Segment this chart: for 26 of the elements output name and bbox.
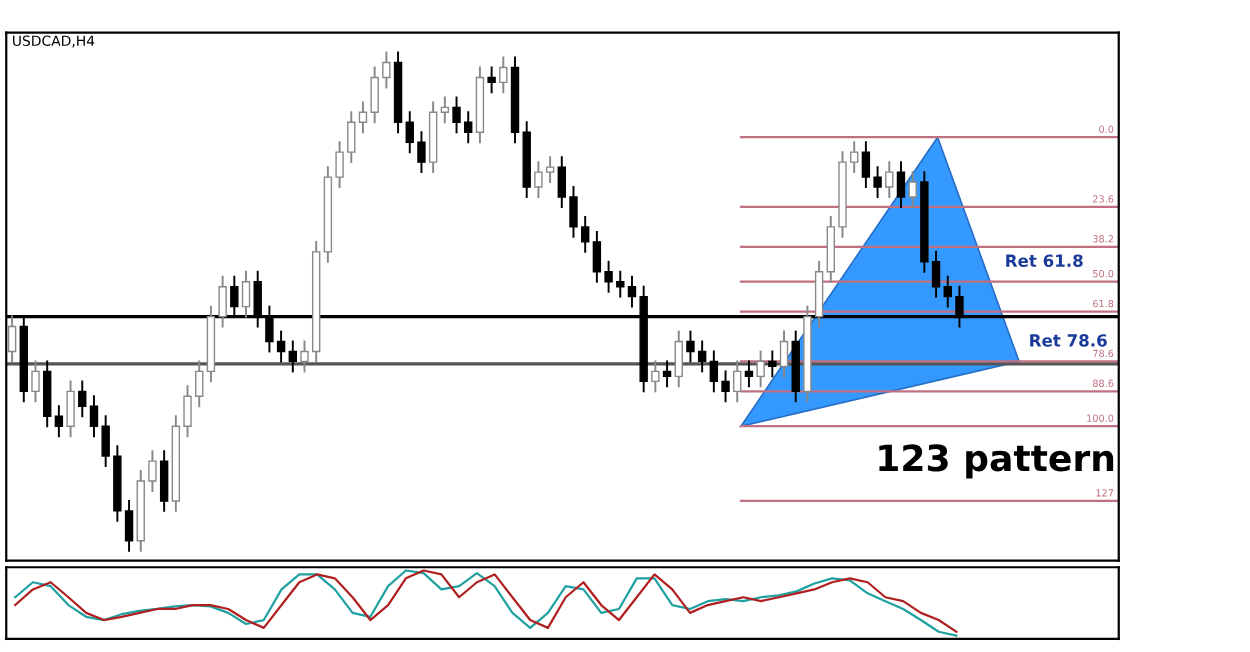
- candlestick: [896, 161, 906, 208]
- candlestick: [7, 315, 17, 363]
- annotation: 123 pattern: [879, 444, 1114, 479]
- candlestick: [662, 360, 672, 388]
- candlestick: [54, 405, 64, 438]
- candlestick: [885, 161, 894, 198]
- candlestick: [733, 360, 742, 403]
- candlestick: [651, 360, 660, 393]
- candlestick: [66, 380, 75, 438]
- candlestick: [908, 171, 917, 208]
- candlestick: [78, 380, 87, 418]
- candlestick: [159, 450, 169, 512]
- candlestick: [288, 340, 297, 373]
- candlestick: [241, 270, 251, 318]
- text: Ret 78.6: [1030, 334, 1107, 347]
- candlestick: [31, 360, 40, 403]
- candlestick: [440, 96, 450, 124]
- candlestick: [499, 56, 508, 94]
- candlestick: [744, 360, 754, 388]
- candlestick: [674, 330, 683, 388]
- candlestick: [768, 350, 777, 378]
- text: Ret 61.8: [1006, 254, 1083, 267]
- candlestick: [779, 330, 789, 378]
- candlestick: [487, 66, 496, 94]
- candlestick: [756, 350, 765, 388]
- candlestick: [42, 360, 52, 428]
